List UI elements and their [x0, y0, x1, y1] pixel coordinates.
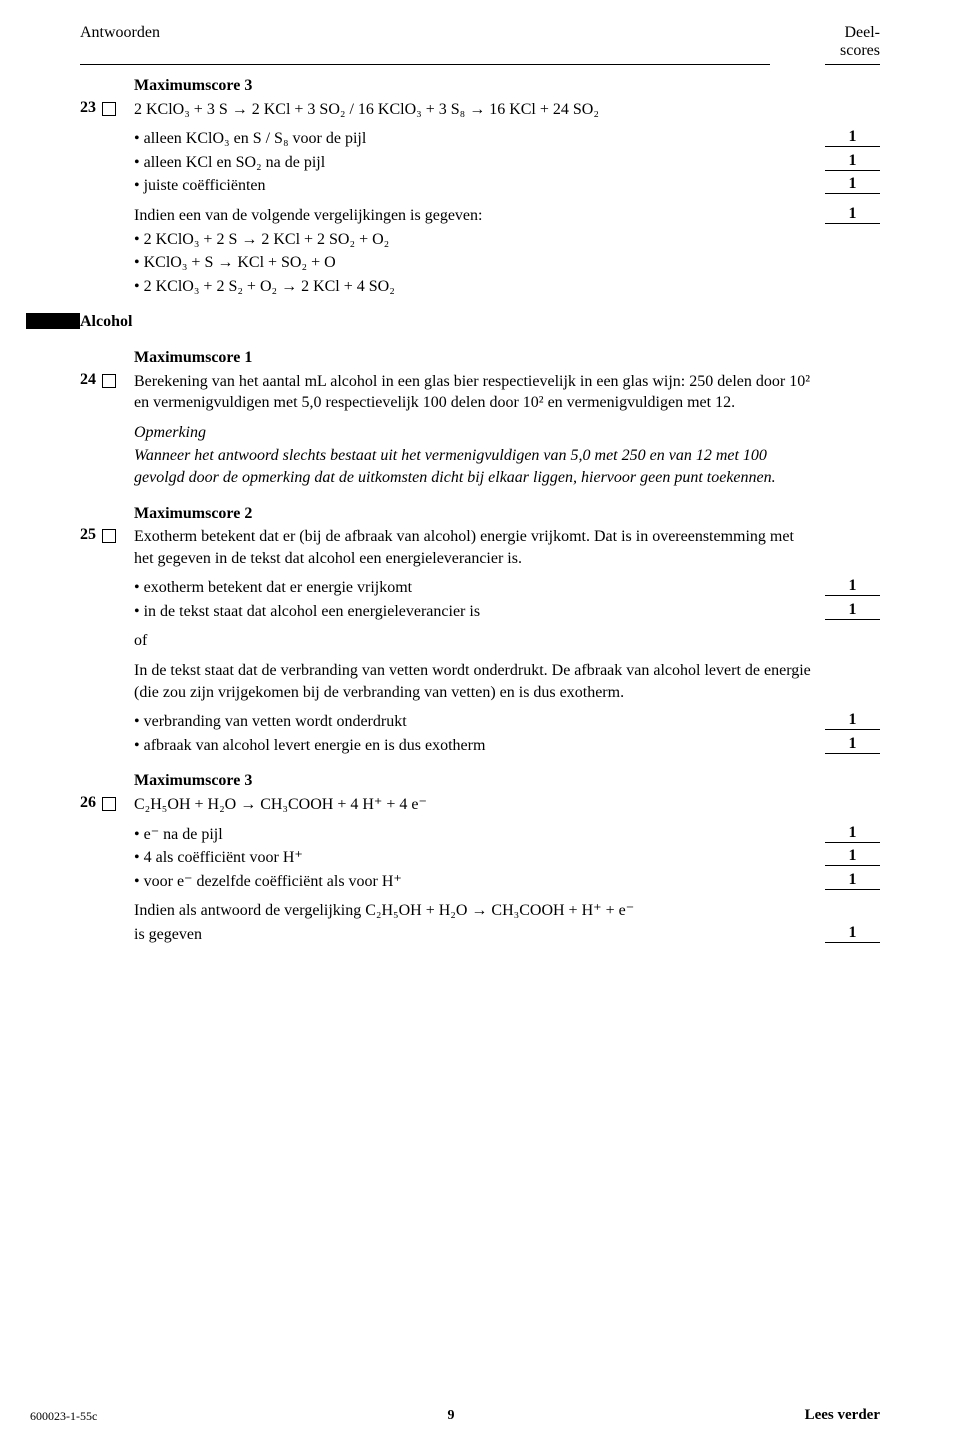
q24-remark-head: Opmerking: [134, 422, 825, 444]
q23-score3: 1: [825, 175, 880, 194]
q24-title: Maximumscore 1: [134, 347, 825, 369]
header-right: Deel- scores: [840, 24, 880, 60]
q25-alt: In de tekst staat dat de verbranding van…: [134, 660, 825, 703]
q23-indien-score: 1: [825, 205, 880, 224]
q24-body: Berekening van het aantal mL alcohol in …: [134, 371, 825, 414]
q25-score4: 1: [825, 735, 880, 754]
page-header: Antwoorden Deel- scores: [80, 24, 880, 60]
q23-eq2: KClO₃ + S → KCl + SO₂ + O: [134, 252, 825, 274]
header-left: Antwoorden: [80, 24, 160, 42]
page: Antwoorden Deel- scores Maximumscore 3 2…: [0, 0, 960, 1444]
q23-bullet2: alleen KCl en SO₂ na de pijl: [134, 152, 825, 174]
q26-equation: C₂H₅OH + H₂O → CH₃COOH + 4 H⁺ + 4 e⁻: [134, 794, 825, 816]
footer: 600023-1-55c 9 Lees verder: [30, 1407, 880, 1424]
q25-lead: Exotherm betekent dat er (bij de afbraak…: [134, 526, 825, 569]
content: Maximumscore 3 23 2 KClO₃ + 3 S → 2 KCl …: [80, 75, 880, 946]
q23-bullet3: juiste coëfficiënten: [134, 175, 825, 197]
q23-title: Maximumscore 3: [134, 75, 825, 97]
q23-score2: 1: [825, 152, 880, 171]
q26-bullet3: voor e⁻ dezelfde coëfficiënt als voor H⁺: [134, 871, 825, 893]
q25-score2: 1: [825, 601, 880, 620]
q26-bullet1: e⁻ na de pijl: [134, 824, 825, 846]
checkbox-icon: [102, 529, 116, 543]
q25-bullet3: verbranding van vetten wordt onderdrukt: [134, 711, 825, 733]
q25-bullet2: in de tekst staat dat alcohol een energi…: [134, 601, 825, 623]
q26-indien-score: 1: [825, 924, 880, 943]
q23-eq3: 2 KClO₃ + 2 S₂ + O₂ → 2 KCl + 4 SO₂: [134, 276, 825, 298]
footer-code: 600023-1-55c: [30, 1409, 97, 1424]
q26-score2: 1: [825, 847, 880, 866]
q26-indien-a: Indien als antwoord de vergelijking C₂H₅…: [134, 900, 825, 922]
q25-of: of: [134, 630, 825, 652]
q23-indien: Indien een van de volgende vergelijkinge…: [134, 205, 825, 227]
checkbox-icon: [102, 797, 116, 811]
header-right-line2: scores: [840, 42, 880, 59]
q26-number: 26: [80, 794, 96, 812]
q25-number: 25: [80, 526, 96, 544]
q26-indien-b: is gegeven: [134, 924, 825, 946]
q23-number: 23: [80, 99, 96, 117]
footer-continue: Lees verder: [805, 1407, 880, 1424]
q23-bullet1: alleen KClO₃ en S / S₈ voor de pijl: [134, 128, 825, 150]
q26-title: Maximumscore 3: [134, 770, 825, 792]
q23-equation: 2 KClO₃ + 3 S → 2 KCl + 3 SO₂ / 16 KClO₃…: [134, 99, 825, 121]
section-marker-icon: [26, 313, 80, 329]
q25-bullet1: exotherm betekent dat er energie vrijkom…: [134, 577, 825, 599]
footer-page: 9: [447, 1408, 454, 1424]
header-right-line1: Deel-: [844, 24, 880, 41]
q25-bullet4: afbraak van alcohol levert energie en is…: [134, 735, 825, 757]
q23-score1: 1: [825, 128, 880, 147]
checkbox-icon: [102, 102, 116, 116]
header-rule-left: [80, 64, 770, 65]
q24-number: 24: [80, 371, 96, 389]
q26-score1: 1: [825, 824, 880, 843]
q26-score3: 1: [825, 871, 880, 890]
header-rules: [80, 64, 880, 65]
q23-eq1: 2 KClO₃ + 2 S → 2 KCl + 2 SO₂ + O₂: [134, 229, 825, 251]
q25-score3: 1: [825, 711, 880, 730]
q26-bullet2: 4 als coëfficiënt voor H⁺: [134, 847, 825, 869]
q24-remark-body: Wanneer het antwoord slechts bestaat uit…: [134, 445, 825, 488]
alcohol-heading: Alcohol: [80, 311, 825, 333]
checkbox-icon: [102, 374, 116, 388]
header-rule-right: [825, 64, 880, 65]
q25-title: Maximumscore 2: [134, 503, 825, 525]
q25-score1: 1: [825, 577, 880, 596]
